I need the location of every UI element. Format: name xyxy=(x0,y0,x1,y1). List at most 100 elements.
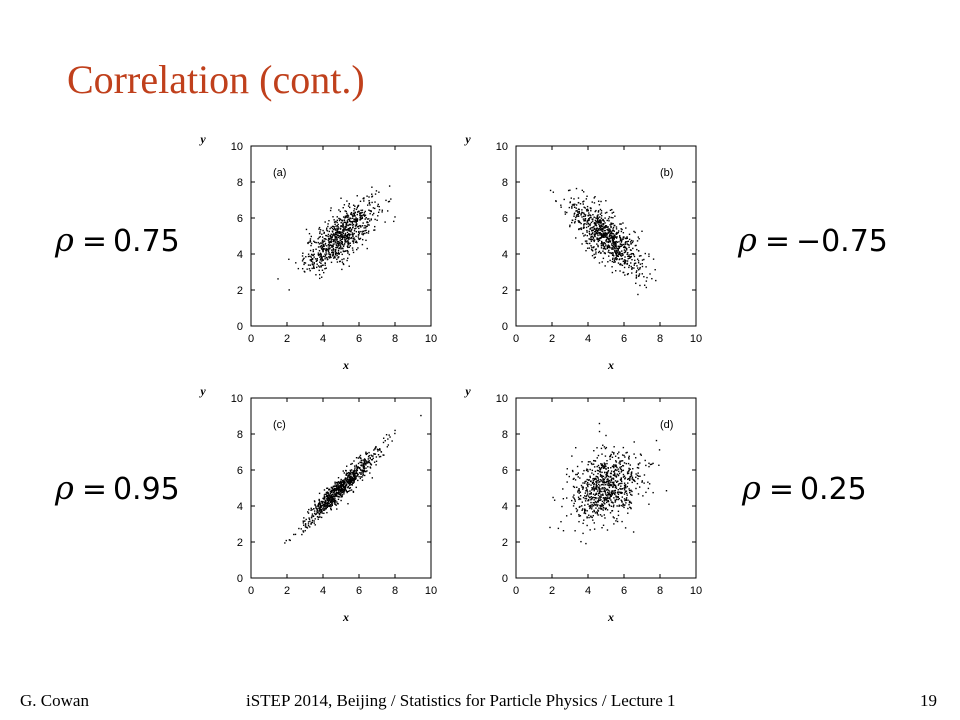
data-point xyxy=(330,487,333,489)
data-point xyxy=(329,501,332,504)
data-point xyxy=(358,456,361,458)
data-point xyxy=(602,232,605,234)
data-point xyxy=(586,223,588,225)
data-point xyxy=(616,236,618,238)
data-point xyxy=(624,477,627,479)
data-point xyxy=(364,460,366,463)
data-point xyxy=(364,470,366,473)
x-tick-label: 2 xyxy=(549,333,555,345)
data-point xyxy=(344,210,346,212)
data-point xyxy=(607,261,609,263)
data-point xyxy=(593,489,595,491)
data-point xyxy=(597,240,600,243)
data-point xyxy=(332,252,335,254)
data-point xyxy=(350,236,353,239)
data-point xyxy=(332,488,334,490)
data-point xyxy=(599,213,602,215)
data-point xyxy=(374,201,376,203)
data-point xyxy=(335,494,338,496)
data-point xyxy=(628,238,631,241)
data-point xyxy=(576,473,578,476)
data-point xyxy=(325,234,327,237)
data-point xyxy=(335,244,338,247)
data-point xyxy=(593,231,596,233)
data-point xyxy=(633,267,635,269)
data-point xyxy=(328,257,331,259)
x-axis-label: x xyxy=(342,610,349,624)
data-point xyxy=(318,507,320,510)
data-point xyxy=(610,226,612,229)
data-point xyxy=(355,471,357,474)
data-point xyxy=(637,472,639,474)
data-point xyxy=(590,227,592,229)
data-point xyxy=(626,253,628,256)
data-point xyxy=(652,491,654,494)
data-point xyxy=(306,527,309,529)
data-point xyxy=(325,501,327,503)
data-point xyxy=(376,205,379,207)
data-point xyxy=(615,498,618,500)
data-point xyxy=(593,222,596,225)
data-point xyxy=(582,487,585,489)
data-point xyxy=(609,458,611,460)
data-point xyxy=(342,263,344,265)
data-point xyxy=(571,455,573,457)
data-point xyxy=(368,461,370,464)
data-point xyxy=(609,497,611,499)
data-point xyxy=(608,483,611,485)
data-point xyxy=(323,505,325,507)
data-point xyxy=(347,218,349,221)
data-point xyxy=(612,465,614,467)
data-point xyxy=(360,230,362,233)
data-point xyxy=(333,219,335,221)
data-point xyxy=(344,232,347,235)
data-point xyxy=(609,209,612,212)
data-point xyxy=(337,236,339,239)
data-point xyxy=(321,504,324,507)
data-point xyxy=(577,201,580,204)
data-point xyxy=(622,243,625,246)
data-point xyxy=(348,253,351,256)
data-point xyxy=(332,251,335,253)
data-point xyxy=(624,241,627,244)
data-point xyxy=(626,273,629,276)
data-point xyxy=(371,458,374,461)
data-point xyxy=(576,509,579,511)
data-point xyxy=(336,487,338,490)
data-point xyxy=(612,490,614,492)
data-point xyxy=(607,480,609,483)
data-point xyxy=(345,226,348,228)
data-point xyxy=(328,256,330,258)
data-point xyxy=(557,527,560,530)
data-point xyxy=(342,489,344,492)
data-point xyxy=(584,492,587,494)
data-point xyxy=(605,244,607,246)
data-point xyxy=(337,495,339,498)
data-point xyxy=(597,234,599,237)
data-point xyxy=(330,497,332,499)
data-point xyxy=(347,242,349,244)
data-point xyxy=(617,255,620,258)
data-point xyxy=(595,230,597,233)
data-point xyxy=(597,510,600,512)
data-point xyxy=(342,231,344,233)
data-point xyxy=(592,505,594,507)
data-point xyxy=(573,204,575,207)
data-point xyxy=(603,226,606,228)
data-point xyxy=(577,197,580,199)
data-point xyxy=(571,207,573,209)
data-point xyxy=(611,235,613,237)
data-point xyxy=(636,265,638,267)
data-point xyxy=(288,258,290,261)
data-point xyxy=(600,236,602,239)
data-point xyxy=(635,276,638,278)
data-point xyxy=(586,469,589,471)
data-point xyxy=(348,487,351,490)
data-point xyxy=(588,514,590,516)
data-point xyxy=(363,469,365,471)
data-point xyxy=(591,238,594,241)
data-point xyxy=(332,243,335,245)
data-point xyxy=(375,460,378,462)
data-point xyxy=(313,520,315,522)
data-point xyxy=(618,472,621,475)
